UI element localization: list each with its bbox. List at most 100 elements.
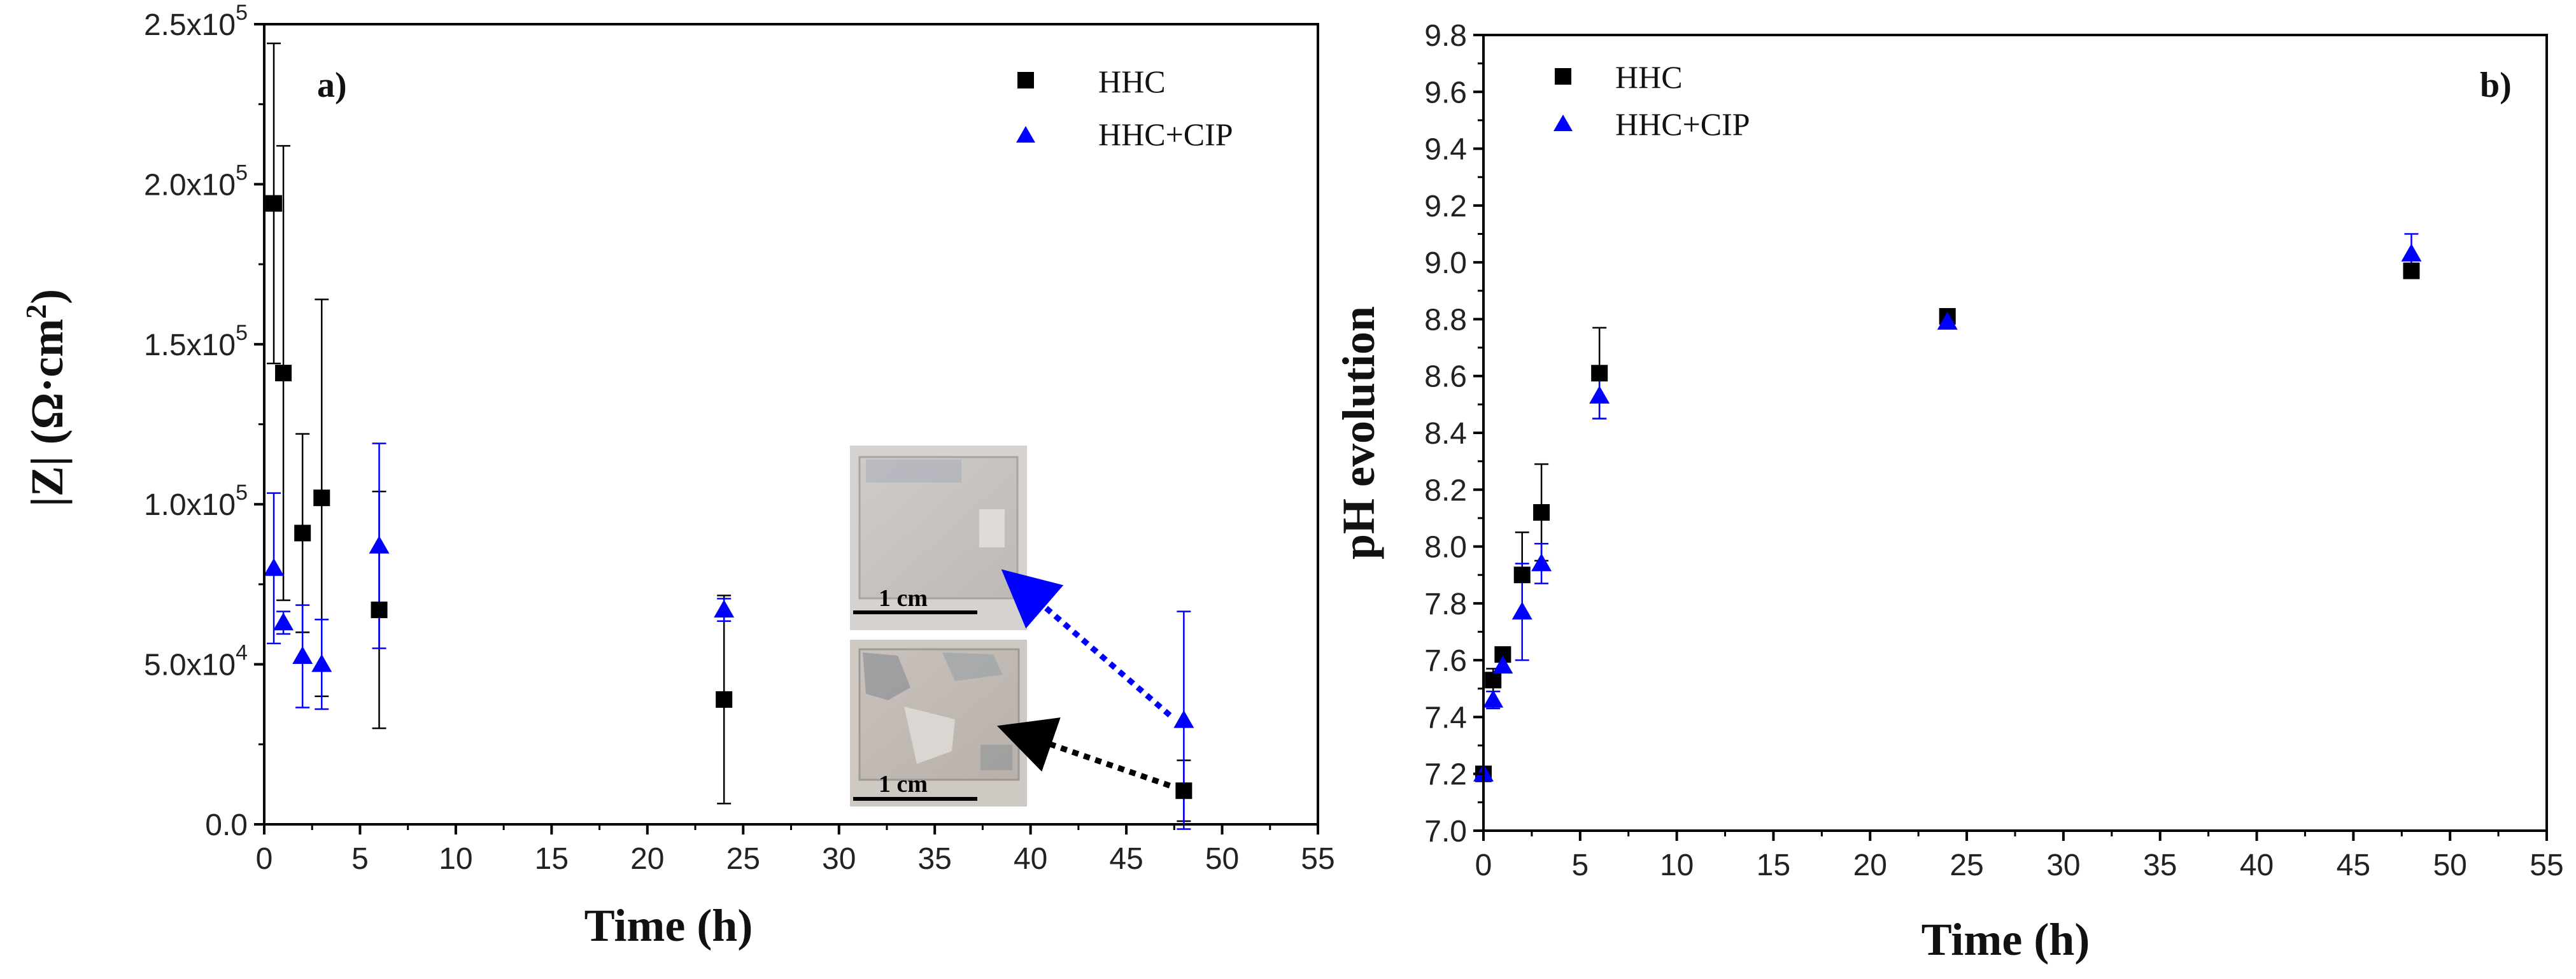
point-hhc-cip <box>273 612 294 631</box>
y-axis-title-main: |Z| (Ω·cm <box>22 319 73 507</box>
y-tick-mantissa: 9.4 <box>1424 133 1467 167</box>
inset-arrow-hhc <box>996 717 1171 789</box>
x-tick-label: 5 <box>351 842 369 876</box>
point-hhc-cip <box>264 558 285 576</box>
inset-arrows <box>996 569 1172 789</box>
x-tick-label: 40 <box>2240 849 2274 882</box>
point-hhc <box>1485 672 1502 689</box>
legend-marker-hhc <box>1017 72 1034 88</box>
y-tick-label: 1.5x105 <box>144 321 248 362</box>
inset-photo-bottom: 1 cm <box>850 640 1027 806</box>
y-tick-mantissa: 5.0x10 <box>144 649 236 682</box>
y-tick-label: 7.8 <box>1424 588 1467 621</box>
y-tick-label: 2.5x105 <box>144 1 248 42</box>
y-tick-mantissa: 8.4 <box>1424 417 1467 451</box>
y-tick-exponent: 5 <box>236 1 248 25</box>
y-tick-mantissa: 9.6 <box>1424 76 1467 109</box>
y-tick-label: 7.2 <box>1424 758 1467 792</box>
y-tick-mantissa: 1.0x10 <box>144 488 236 522</box>
y-tick-exponent: 4 <box>236 641 248 665</box>
point-hhc-cip <box>311 654 332 672</box>
inset-arrow-hhc-cip <box>1001 569 1172 717</box>
y-tick-label: 8.8 <box>1424 303 1467 337</box>
point-hhc-cip <box>1483 689 1504 708</box>
y-tick-exponent: 5 <box>236 481 248 505</box>
y-axis-title-sup: 2 <box>20 304 52 319</box>
y-tick-mantissa: 8.0 <box>1424 531 1467 565</box>
x-tick-label: 30 <box>822 842 856 876</box>
y-tick-label: 9.0 <box>1424 246 1467 280</box>
x-tick-label: 45 <box>2337 849 2370 882</box>
x-axis-ticks: 0 5 10 15 20 25 30 35 40 45 50 55 <box>1475 831 2564 882</box>
point-hhc-cip <box>1173 710 1194 728</box>
point-hhc-cip <box>2401 243 2422 262</box>
y-axis-title: |Z| (Ω·cm2) <box>20 289 73 507</box>
data-points <box>264 195 1194 799</box>
point-hhc-cip <box>369 535 390 554</box>
x-tick-label: 50 <box>2433 849 2466 882</box>
legend-label-hhc: HHC <box>1098 64 1166 99</box>
legend-marker-hhc-cip <box>1016 126 1035 143</box>
y-tick-mantissa: 8.2 <box>1424 474 1467 507</box>
y-tick-mantissa: 9.0 <box>1424 246 1467 280</box>
y-tick-mantissa: 9.8 <box>1424 19 1467 53</box>
y-tick-label: 8.0 <box>1424 531 1467 565</box>
y-tick-mantissa: 2.5x10 <box>144 8 236 42</box>
inset-scale-label-top: 1 cm <box>879 585 928 612</box>
y-axis-title: pH evolution <box>1333 306 1384 560</box>
legend-label-hhc: HHC <box>1615 59 1683 95</box>
legend-label-hhc-cip: HHC+CIP <box>1098 116 1233 152</box>
y-tick-label: 8.6 <box>1424 360 1467 394</box>
point-hhc-cip <box>1531 553 1552 572</box>
y-tick-exponent: 5 <box>236 160 248 185</box>
x-tick-label: 40 <box>1014 842 1047 876</box>
inset-scale-label-bottom: 1 cm <box>879 771 928 798</box>
y-tick-mantissa: 7.4 <box>1424 701 1467 735</box>
y-tick-mantissa: 7.8 <box>1424 588 1467 621</box>
inset-photos: 1 cm 1 cm <box>850 446 1027 806</box>
point-hhc-cip <box>292 646 313 665</box>
point-hhc-cip <box>1492 656 1513 674</box>
x-tick-label: 25 <box>1950 849 1983 882</box>
y-tick-label: 9.8 <box>1424 19 1467 53</box>
y-tick-label: 7.4 <box>1424 701 1467 735</box>
x-tick-label: 5 <box>1571 849 1589 882</box>
point-hhc <box>313 490 330 507</box>
y-tick-label: 2.0x105 <box>144 160 248 202</box>
y-tick-label: 9.6 <box>1424 76 1467 109</box>
x-axis-title: Time (h) <box>1921 914 2090 965</box>
panel-label-b: b) <box>2480 66 2512 105</box>
y-tick-label: 0.0 <box>205 808 248 842</box>
legend-label-hhc-cip: HHC+CIP <box>1615 106 1750 142</box>
x-tick-label: 0 <box>256 842 273 876</box>
y-tick-label: 7.6 <box>1424 644 1467 678</box>
point-hhc-cip <box>1589 385 1610 404</box>
y-tick-mantissa: 7.0 <box>1424 815 1467 849</box>
point-hhc <box>1175 782 1192 799</box>
x-axis-title: Time (h) <box>584 900 753 951</box>
x-tick-label: 50 <box>1205 842 1239 876</box>
x-tick-label: 15 <box>535 842 569 876</box>
x-tick-label: 35 <box>2143 849 2177 882</box>
legend-b: HHC HHC+CIP <box>1553 59 1750 142</box>
point-hhc <box>294 525 311 542</box>
y-tick-label: 8.4 <box>1424 417 1467 451</box>
point-hhc <box>2403 262 2420 279</box>
inset-photo-top: 1 cm <box>850 446 1027 630</box>
chart-a: 1 cm 1 cm 0 5 10 15 20 25 30 35 40 45 50 55 0.05.0x… <box>20 1 1335 951</box>
y-tick-label: 9.4 <box>1424 133 1467 167</box>
point-hhc <box>1513 567 1531 584</box>
y-tick-label: 1.0x105 <box>144 481 248 522</box>
legend-marker-hhc-cip <box>1553 115 1573 131</box>
x-tick-label: 25 <box>726 842 760 876</box>
y-tick-mantissa: 2.0x10 <box>144 168 236 202</box>
x-axis-ticks: 0 5 10 15 20 25 30 35 40 45 50 55 <box>256 824 1335 876</box>
x-tick-label: 20 <box>630 842 664 876</box>
point-hhc <box>716 691 733 708</box>
x-tick-label: 55 <box>1301 842 1334 876</box>
y-tick-mantissa: 7.2 <box>1424 758 1467 792</box>
y-tick-exponent: 5 <box>236 321 248 345</box>
point-hhc <box>275 365 292 382</box>
x-tick-label: 15 <box>1757 849 1790 882</box>
